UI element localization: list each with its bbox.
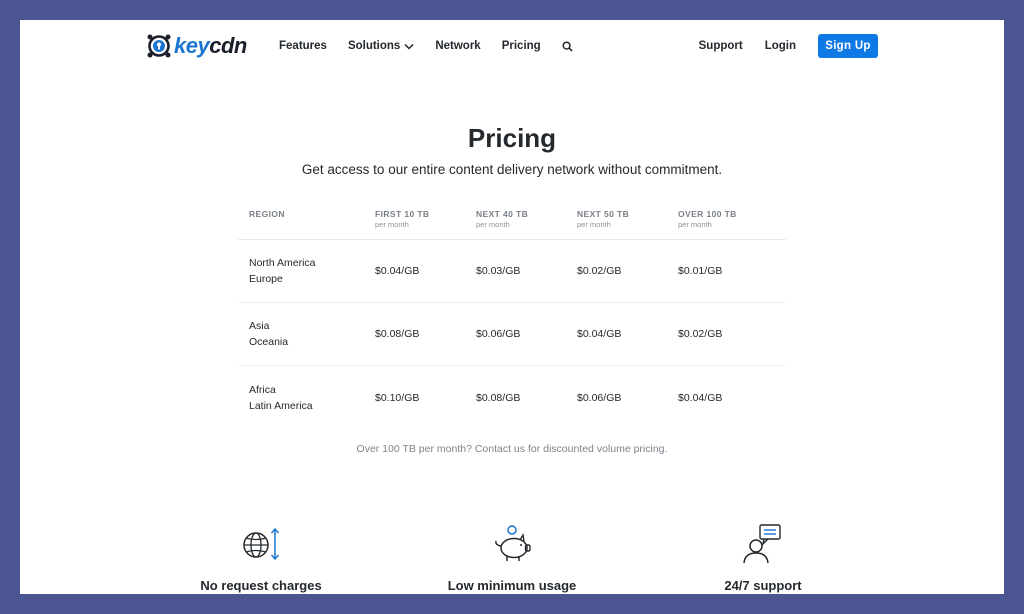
support-chat-icon bbox=[743, 524, 781, 564]
logo-word-key: key bbox=[174, 33, 210, 58]
price-cell: $0.02/GB bbox=[678, 328, 723, 340]
price-cell: $0.04/GB bbox=[678, 391, 723, 404]
price-cell: $0.01/GB bbox=[678, 265, 723, 277]
price-cell: $0.06/GB bbox=[577, 391, 622, 404]
region-name: Oceania bbox=[249, 336, 289, 348]
table-row: North America Europe $0.04/GB $0.03/GB $… bbox=[238, 240, 786, 303]
feature-support: 24/7 support bbox=[643, 520, 883, 593]
region-name: Europe bbox=[249, 273, 283, 285]
price-cell: $0.08/GB bbox=[476, 391, 521, 404]
page-subtitle: Get access to our entire content deliver… bbox=[301, 162, 723, 177]
region-name: Latin America bbox=[249, 399, 313, 412]
nav-solutions[interactable]: Solutions bbox=[347, 40, 401, 52]
signup-button[interactable]: Sign Up bbox=[818, 34, 878, 58]
price-cell: $0.10/GB bbox=[375, 391, 420, 404]
nav-support[interactable]: Support bbox=[698, 40, 743, 52]
feature-no-request-charges: No request charges bbox=[141, 520, 381, 593]
search-icon[interactable] bbox=[562, 40, 573, 52]
nav-network[interactable]: Network bbox=[435, 40, 481, 52]
main-nav: Features Solutions Network Pricing bbox=[279, 40, 573, 52]
table-row: Africa Latin America $0.10/GB $0.08/GB $… bbox=[238, 366, 786, 429]
chevron-down-icon[interactable] bbox=[404, 43, 414, 50]
keycdn-logo[interactable]: keycdn bbox=[146, 33, 247, 59]
account-nav: Support Login Sign Up bbox=[699, 34, 878, 58]
region-cell: Asia Oceania bbox=[238, 318, 375, 350]
logo-word-cdn: cdn bbox=[209, 33, 247, 58]
feature-label: Low minimum usage bbox=[447, 578, 577, 593]
header-tier-1: FIRST 10 TB per month bbox=[375, 209, 476, 239]
pricing-table: REGION FIRST 10 TB per month NEXT 40 TB … bbox=[238, 203, 786, 429]
page-title: Pricing bbox=[467, 123, 557, 153]
header-subtitle: per month bbox=[678, 220, 712, 229]
header-subtitle: per month bbox=[375, 220, 409, 229]
price-cell: $0.04/GB bbox=[375, 265, 420, 277]
volume-pricing-note: Over 100 TB per month? Contact us for di… bbox=[356, 443, 668, 455]
region-name: North America bbox=[249, 257, 316, 269]
keycdn-logo-icon bbox=[147, 34, 171, 58]
price-cell: $0.03/GB bbox=[476, 265, 521, 277]
header-tier-3: NEXT 50 TB per month bbox=[577, 209, 678, 239]
header-title: REGION bbox=[249, 209, 285, 219]
logo-wordmark: keycdn bbox=[174, 33, 247, 59]
nav-pricing[interactable]: Pricing bbox=[501, 40, 541, 52]
login-link[interactable]: Login bbox=[764, 40, 796, 52]
region-name: Africa bbox=[249, 383, 276, 396]
header-tier-4: OVER 100 TB per month bbox=[678, 209, 786, 239]
price-cell: $0.02/GB bbox=[577, 265, 622, 277]
header-title: NEXT 40 TB bbox=[476, 209, 529, 219]
price-cell: $0.06/GB bbox=[476, 328, 521, 340]
feature-label: No request charges bbox=[200, 578, 322, 593]
header-region: REGION bbox=[238, 209, 375, 239]
region-name: Asia bbox=[249, 320, 270, 332]
header-title: OVER 100 TB bbox=[678, 209, 737, 219]
browser-viewport: keycdn Features Solutions Network Pricin… bbox=[20, 20, 1004, 594]
feature-label: 24/7 support bbox=[724, 578, 802, 593]
header-tier-2: NEXT 40 TB per month bbox=[476, 209, 577, 239]
globe-transfer-icon bbox=[243, 527, 280, 561]
header-title: FIRST 10 TB bbox=[375, 209, 430, 219]
piggy-bank-icon bbox=[495, 525, 531, 561]
price-cell: $0.08/GB bbox=[375, 328, 420, 340]
table-header-row: REGION FIRST 10 TB per month NEXT 40 TB … bbox=[238, 203, 786, 240]
nav-features[interactable]: Features bbox=[279, 40, 327, 52]
region-cell: North America Europe bbox=[238, 255, 375, 287]
region-cell: Africa Latin America bbox=[238, 382, 375, 414]
table-row: Asia Oceania $0.08/GB $0.06/GB $0.04/GB … bbox=[238, 303, 786, 366]
header-subtitle: per month bbox=[577, 220, 611, 229]
feature-low-minimum-usage: Low minimum usage bbox=[392, 520, 632, 593]
price-cell: $0.04/GB bbox=[577, 328, 622, 340]
header-subtitle: per month bbox=[476, 220, 510, 229]
header-title: NEXT 50 TB bbox=[577, 209, 630, 219]
